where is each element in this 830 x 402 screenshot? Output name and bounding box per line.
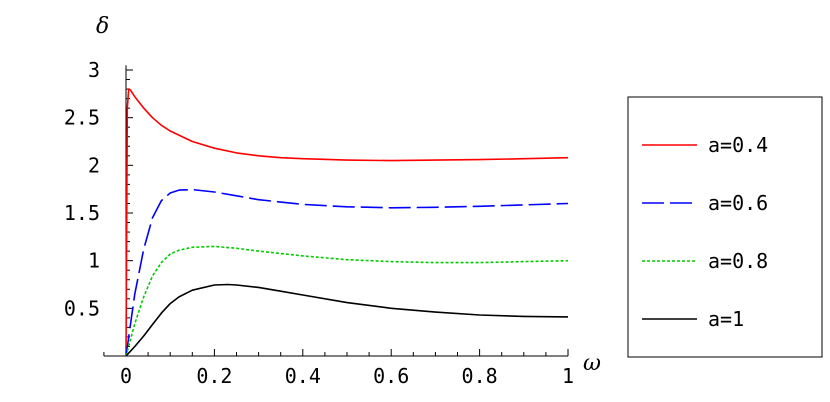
series-line-1 (125, 88, 569, 357)
x-tick-label: 0.8 (462, 364, 498, 388)
x-axis-label: ω (583, 351, 601, 376)
y-axis-label: δ (96, 14, 109, 39)
x-tick-label: 0.6 (373, 364, 409, 388)
legend-label-4: a=1 (708, 307, 744, 331)
legend-items: a=0.4 a=0.6 a=0.8 a=1 (642, 133, 768, 331)
y-tick-label: 3 (88, 58, 100, 82)
legend-box (627, 96, 823, 358)
x-tick-label: 0.4 (285, 364, 321, 388)
series-group (125, 88, 569, 357)
legend-label-3: a=0.8 (708, 249, 768, 273)
legend-label-1: a=0.4 (708, 133, 768, 157)
legend: a=0.4 a=0.6 a=0.8 a=1 (627, 96, 823, 358)
legend-label-2: a=0.6 (708, 191, 768, 215)
axes: 0 0.2 0.4 0.6 0.8 1 0.5 1 1.5 2 2.5 3 ω δ (64, 14, 601, 388)
series-line-2 (125, 188, 569, 357)
x-tick-label: 1 (562, 364, 574, 388)
x-tick-label: 0.2 (196, 364, 232, 388)
series-line-3 (125, 245, 569, 357)
y-ticks: 0.5 1 1.5 2 2.5 3 (64, 58, 133, 347)
x-ticks: 0 0.2 0.4 0.6 0.8 1 (103, 349, 574, 388)
x-tick-label: 0 (120, 364, 132, 388)
y-tick-label: 1 (88, 249, 100, 273)
y-tick-label: 2.5 (64, 106, 100, 130)
series-line-4 (125, 283, 569, 357)
y-tick-label: 0.5 (64, 296, 100, 320)
y-tick-label: 1.5 (64, 201, 100, 225)
y-tick-label: 2 (88, 153, 100, 177)
